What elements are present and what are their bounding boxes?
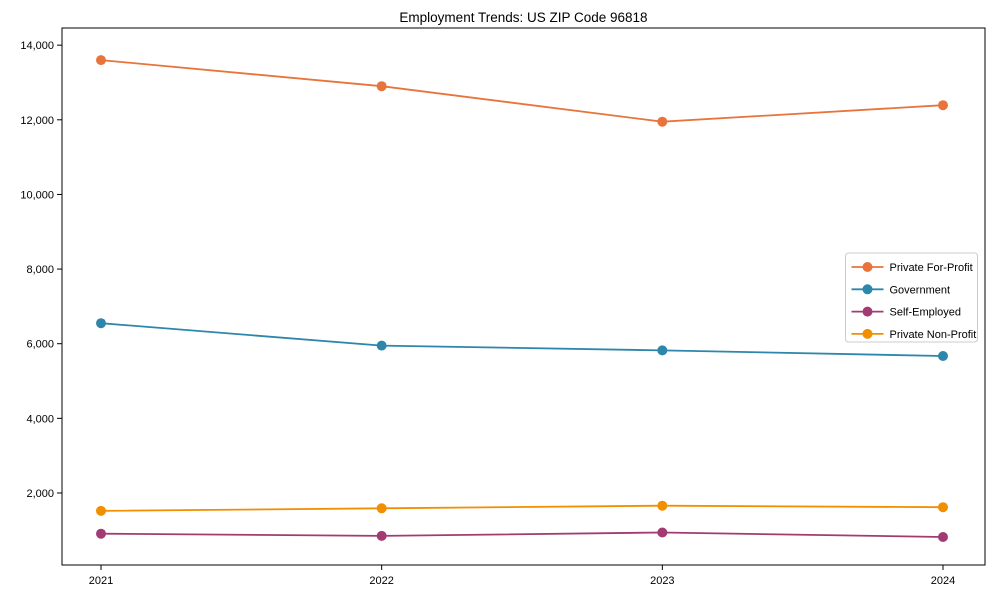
y-tick-label: 8,000 <box>26 264 54 276</box>
series-marker <box>376 530 387 541</box>
legend-marker <box>862 284 873 295</box>
series-marker <box>938 502 948 513</box>
y-tick-label: 2,000 <box>26 488 54 500</box>
x-tick-label: 2022 <box>369 575 393 587</box>
series-marker <box>657 345 668 356</box>
series-marker <box>657 500 668 511</box>
series-marker <box>376 81 387 92</box>
series-marker <box>938 100 948 111</box>
series-marker <box>96 318 106 329</box>
x-tick-label: 2021 <box>89 575 113 587</box>
y-tick-label: 12,000 <box>20 115 54 127</box>
y-tick-label: 4,000 <box>26 413 54 425</box>
y-tick-label: 14,000 <box>20 40 54 52</box>
x-tick-label: 2023 <box>650 575 674 587</box>
x-tick-label: 2024 <box>931 575 955 587</box>
legend-label: Government <box>890 284 951 296</box>
y-tick-label: 10,000 <box>20 189 54 201</box>
series-marker <box>657 116 668 127</box>
series-line <box>100 531 944 538</box>
legend-marker <box>862 306 873 317</box>
y-tick-label: 6,000 <box>26 339 54 351</box>
chart-title: Employment Trends: US ZIP Code 96818 <box>399 10 648 25</box>
series-line <box>100 504 944 512</box>
series-marker <box>938 351 948 361</box>
legend-label: Self-Employed <box>890 307 962 319</box>
legend-label: Private For-Profit <box>890 262 973 274</box>
legend-box <box>845 252 978 343</box>
legend-label: Private Non-Profit <box>890 329 977 341</box>
series-marker <box>657 527 668 538</box>
legend-marker <box>862 262 873 272</box>
series-marker <box>96 528 106 539</box>
series-marker <box>376 503 387 514</box>
legend-marker <box>862 328 873 339</box>
series-marker <box>938 532 948 542</box>
series-line <box>100 322 944 357</box>
series-marker <box>376 340 387 351</box>
axes-frame <box>61 27 986 566</box>
series-line <box>100 59 944 123</box>
series-marker <box>96 55 106 66</box>
series-marker <box>96 505 106 516</box>
